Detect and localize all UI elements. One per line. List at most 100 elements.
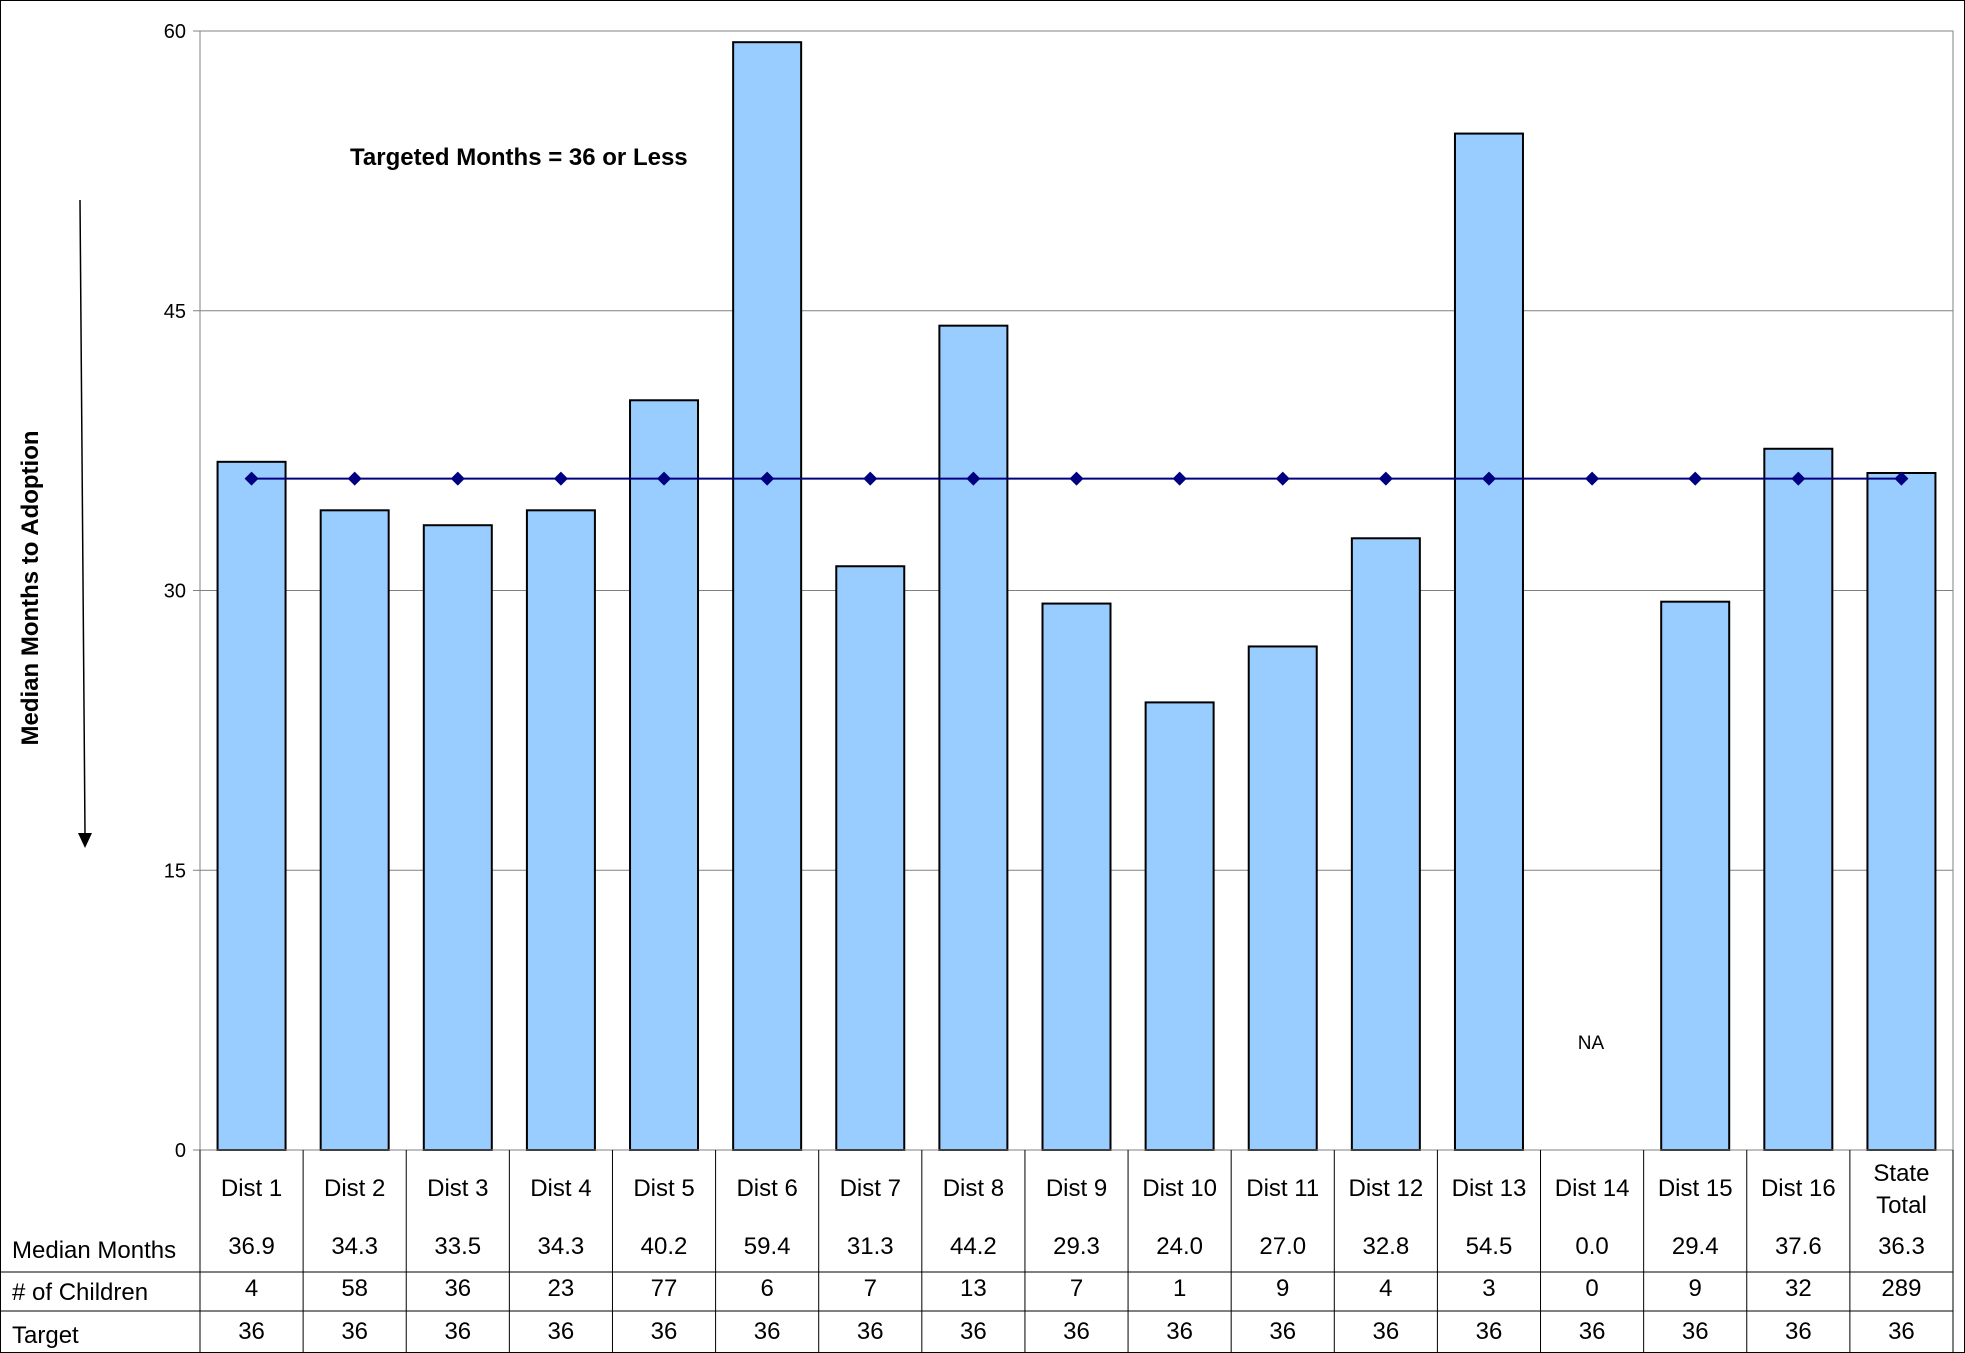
target-marker — [1791, 471, 1806, 486]
table-cell: 36 — [1888, 1318, 1915, 1345]
category-label: Dist 13 — [1452, 1175, 1527, 1202]
table-cell: 0 — [1585, 1275, 1598, 1302]
bar — [1144, 701, 1215, 1152]
table-cell: 58 — [341, 1275, 368, 1302]
bar — [1041, 602, 1112, 1151]
target-marker — [1688, 471, 1703, 486]
table-cell: 36 — [1269, 1318, 1296, 1345]
y-tick-label: 30 — [164, 581, 186, 603]
category-label: Dist 11 — [1246, 1175, 1319, 1202]
target-marker — [450, 471, 465, 486]
table-cell: 1 — [1173, 1275, 1186, 1302]
data-table: Dist 1 Dist 2 Dist 3 Dist 4 Dist 5 Dist 6 Dist… — [0, 1150, 1954, 1353]
target-marker — [760, 471, 775, 486]
table-row-label: # of Children — [12, 1279, 148, 1306]
table-cell: 34.3 — [331, 1233, 378, 1260]
bar — [1763, 447, 1834, 1151]
category-label: Dist 5 — [633, 1175, 694, 1202]
table-cell: 29.3 — [1053, 1233, 1100, 1260]
table-cell: 32 — [1785, 1275, 1812, 1302]
table-cell: 54.5 — [1466, 1233, 1513, 1260]
target-marker — [1172, 471, 1187, 486]
category-label: Dist 1 — [221, 1175, 282, 1202]
target-marker — [1585, 471, 1600, 486]
bar — [525, 509, 596, 1151]
table-row-label: Target — [12, 1322, 79, 1349]
target-marker — [966, 471, 981, 486]
table-cell: 36 — [1682, 1318, 1709, 1345]
bar — [319, 509, 390, 1151]
target-marker — [657, 471, 672, 486]
bar — [422, 524, 493, 1151]
na-label: NA — [1578, 1033, 1605, 1054]
y-axis-label: Median Months to Adoption — [17, 430, 44, 745]
bars — [216, 41, 1937, 1152]
category-label: Dist 6 — [736, 1175, 797, 1202]
category-label: Dist 15 — [1658, 1175, 1733, 1202]
target-marker — [553, 471, 568, 486]
table-cell: 77 — [651, 1275, 678, 1302]
target-marker — [1275, 471, 1290, 486]
category-label: Dist 14 — [1555, 1175, 1630, 1202]
bar — [732, 41, 803, 1152]
table-cell: 36 — [238, 1318, 265, 1345]
table-cell: 36 — [1476, 1318, 1503, 1345]
target-marker — [1481, 471, 1496, 486]
category-label: Total — [1876, 1192, 1927, 1219]
table-cell: 13 — [960, 1275, 987, 1302]
bar — [835, 565, 906, 1151]
target-annotation: Targeted Months = 36 or Less — [350, 144, 688, 171]
y-tick-label: 0 — [175, 1140, 186, 1162]
table-cell: 7 — [1070, 1275, 1083, 1302]
table-cell: 36 — [341, 1318, 368, 1345]
category-label: Dist 2 — [324, 1175, 385, 1202]
category-label: Dist 8 — [943, 1175, 1004, 1202]
y-axis-arrow — [79, 199, 86, 835]
table-cell: 33.5 — [434, 1233, 481, 1260]
table-cell: 36 — [1063, 1318, 1090, 1345]
y-tick-label: 60 — [164, 21, 186, 43]
table-cell: 24.0 — [1156, 1233, 1203, 1260]
table-cell: 37.6 — [1775, 1233, 1822, 1260]
table-cell: 36 — [651, 1318, 678, 1345]
table-cell: 23 — [548, 1275, 575, 1302]
category-label: Dist 9 — [1046, 1175, 1107, 1202]
category-label: Dist 12 — [1349, 1175, 1424, 1202]
y-tick-label: 15 — [164, 860, 186, 882]
table-cell: 36 — [1785, 1318, 1812, 1345]
category-label: Dist 7 — [840, 1175, 901, 1202]
target-marker — [1378, 471, 1393, 486]
table-cell: 4 — [1379, 1275, 1392, 1302]
target-marker — [1069, 471, 1084, 486]
table-cell: 36 — [1373, 1318, 1400, 1345]
table-cell: 0.0 — [1575, 1233, 1608, 1260]
table-cell: 36 — [857, 1318, 884, 1345]
table-cell: 7 — [864, 1275, 877, 1302]
table-cell: 9 — [1689, 1275, 1702, 1302]
plot-area-frame — [199, 30, 1954, 1151]
table-cell: 36 — [444, 1275, 471, 1302]
table-cell: 6 — [760, 1275, 773, 1302]
table-cell: 36 — [548, 1318, 575, 1345]
bar — [1866, 472, 1937, 1151]
bar — [938, 324, 1009, 1152]
bar — [1350, 537, 1421, 1151]
table-cell: 44.2 — [950, 1233, 997, 1260]
table-cell: 3 — [1482, 1275, 1495, 1302]
bar — [1247, 645, 1318, 1151]
table-cell: 34.3 — [538, 1233, 585, 1260]
chart-labels: Median Months to Adoption Targeted Month… — [17, 144, 1605, 1054]
axes: 0 15 30 45 60 — [164, 21, 1954, 1162]
table-cell: 4 — [245, 1275, 258, 1302]
table-cell: 36.3 — [1878, 1233, 1925, 1260]
table-cell: 40.2 — [641, 1233, 688, 1260]
table-cell: 9 — [1276, 1275, 1289, 1302]
table-cell: 36 — [444, 1318, 471, 1345]
table-cell: 36.9 — [228, 1233, 275, 1260]
category-label: Dist 16 — [1761, 1175, 1836, 1202]
table-row-label: Median Months — [12, 1237, 176, 1264]
table-cell: 36 — [754, 1318, 781, 1345]
target-marker — [244, 471, 259, 486]
category-label: Dist 4 — [530, 1175, 591, 1202]
category-label: State — [1873, 1160, 1929, 1187]
